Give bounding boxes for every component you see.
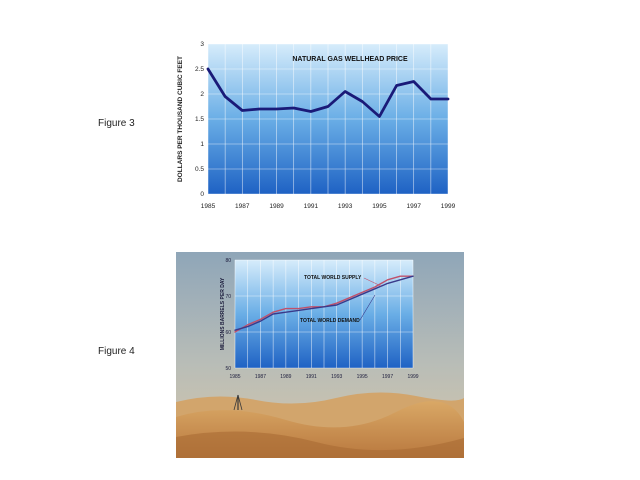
y-axis-label: MILLIONS BARRELS PER DAY: [220, 277, 226, 350]
y-tick-label: 2: [200, 91, 204, 98]
y-tick-label: 60: [225, 330, 231, 336]
x-tick-label: 1999: [441, 203, 456, 210]
x-tick-label: 1997: [406, 203, 421, 210]
oil-supply-demand-figure: 50 60 70 80 1985 1987 1989 1991 1993 1995 1997 199…: [176, 252, 464, 458]
y-tick-label: 0: [200, 191, 204, 198]
supply-label-leader: [363, 277, 382, 287]
x-tick-label: 1989: [269, 203, 284, 210]
x-tick-label: 1991: [304, 203, 319, 210]
x-tick-label: 1997: [382, 374, 393, 380]
x-tick-label: 1995: [372, 203, 387, 210]
x-tick-label: 1993: [338, 203, 353, 210]
y-tick-label: 0.5: [195, 166, 204, 173]
series-line: [206, 67, 450, 118]
y-tick-label: 50: [225, 366, 231, 372]
x-tick-label: 1987: [255, 374, 266, 380]
demand-label-leader: [359, 294, 376, 321]
x-tick-label: 1985: [201, 203, 216, 210]
x-tick-label: 1985: [229, 374, 240, 380]
y-tick-label: 3: [200, 41, 204, 48]
y-tick-label: 1: [200, 141, 204, 148]
x-tick-label: 1987: [235, 203, 250, 210]
chart-title: NATURAL GAS WELLHEAD PRICE: [292, 56, 408, 63]
y-tick-label: 1.5: [195, 116, 204, 123]
x-tick-label: 1999: [407, 374, 418, 380]
y-tick-label: 80: [225, 258, 231, 264]
figure-4-label: Figure 4: [98, 346, 135, 357]
x-tick-label: 1989: [280, 374, 291, 380]
y-axis-label: DOLLARS PER THOUSAND CUBIC FEET: [177, 56, 184, 182]
gas-price-chart: 0 0.5 1 1.5 2 2.5 3 1985 1987 1989 1991 1993 1995 19…: [177, 41, 456, 210]
series-line-total-world-demand: [234, 275, 414, 331]
series-label-total-world-supply: TOTAL WORLD SUPPLY: [304, 275, 362, 281]
x-tick-label: 1993: [331, 374, 342, 380]
x-tick-label: 1991: [306, 374, 317, 380]
figure-3-label: Figure 3: [98, 118, 135, 129]
desert-dune-shadow: [176, 431, 464, 458]
series-label-total-world-demand: TOTAL WORLD DEMAND: [300, 318, 360, 324]
oil-rig-icon: [233, 394, 243, 411]
y-tick-label: 2.5: [195, 66, 204, 73]
x-tick-label: 1995: [357, 374, 368, 380]
y-tick-label: 70: [225, 294, 231, 300]
